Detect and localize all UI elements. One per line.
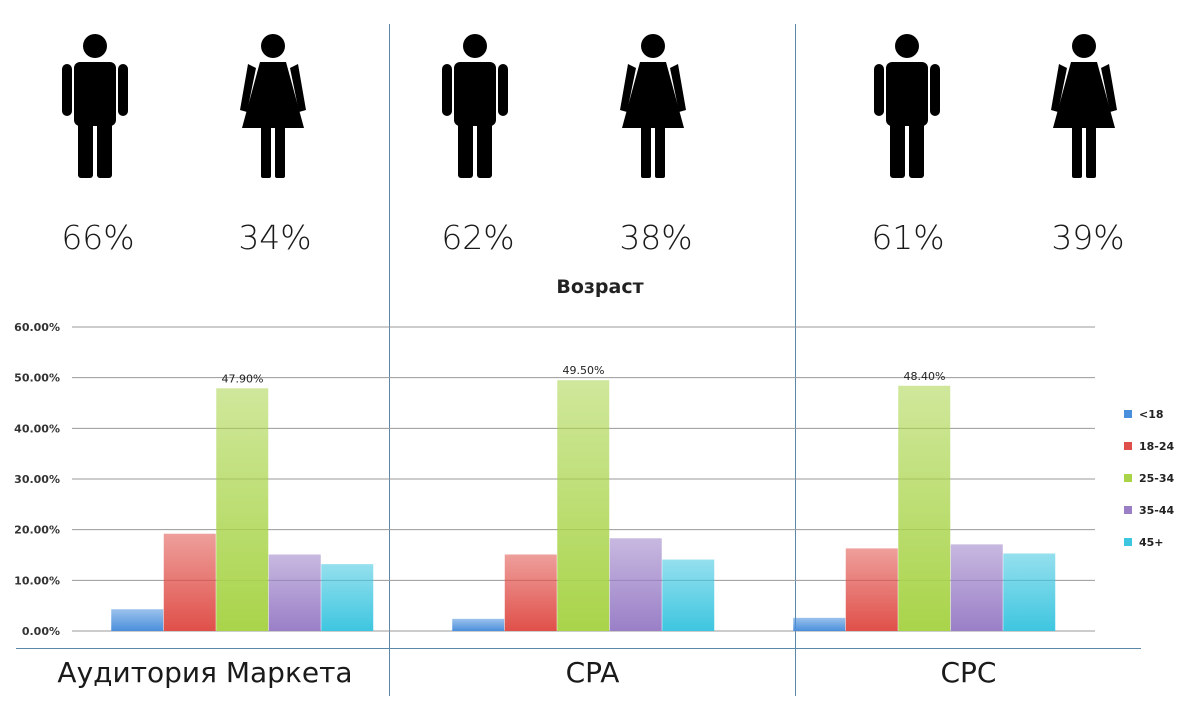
y-tick-label: 20.00% [14,524,60,537]
female-figure-icon [1051,34,1117,178]
group-label-cpc: CPC [940,656,997,689]
y-tick-label: 30.00% [14,473,60,486]
bar [163,533,216,631]
group-label-cpa: CPA [565,656,620,689]
legend-swatch [1124,538,1132,546]
bar [321,564,374,631]
male-percentage: 62% [441,218,515,257]
panel-divider [795,24,796,696]
data-label: 49.50% [563,364,605,377]
chart-title: Возраст [556,276,644,298]
bar [557,380,610,631]
bar [609,538,662,631]
panel-divider [389,24,390,696]
legend-swatch [1124,506,1132,514]
male-figure-icon [874,34,940,178]
female-percentage: 34% [238,218,312,257]
male-percentage: 66% [61,218,135,257]
female-percentage: 38% [619,218,693,257]
legend-swatch [1124,442,1132,450]
y-tick-label: 60.00% [14,321,60,334]
legend-label: 18-24 [1139,440,1175,453]
female-percentage: 39% [1051,218,1125,257]
female-figure-icon [240,34,306,178]
bar [1003,553,1056,631]
bar [793,617,846,631]
female-figure-icon [620,34,686,178]
legend-label: <18 [1139,408,1164,421]
legend-swatch [1124,474,1132,482]
y-tick-label: 10.00% [14,574,60,587]
bar [504,554,557,631]
male-figure-icon [442,34,508,178]
bar [662,559,715,631]
male-figure-icon [62,34,128,178]
legend-swatch [1124,410,1132,418]
bar [216,388,269,631]
data-label: 48.40% [904,370,946,383]
bar [950,544,1003,631]
bar [845,548,898,631]
y-tick-label: 0.00% [22,625,60,638]
data-label: 47.90% [222,372,264,385]
legend-label: 45+ [1139,536,1164,549]
bar [898,385,951,631]
y-tick-label: 50.00% [14,372,60,385]
bar [111,609,164,631]
group-label-market: Аудитория Маркета [57,656,353,689]
legend-label: 35-44 [1139,504,1175,517]
male-percentage: 61% [871,218,945,257]
bar [268,554,321,631]
y-tick-label: 40.00% [14,422,60,435]
label-divider [16,648,1141,649]
legend-label: 25-34 [1139,472,1175,485]
bar [452,618,505,631]
